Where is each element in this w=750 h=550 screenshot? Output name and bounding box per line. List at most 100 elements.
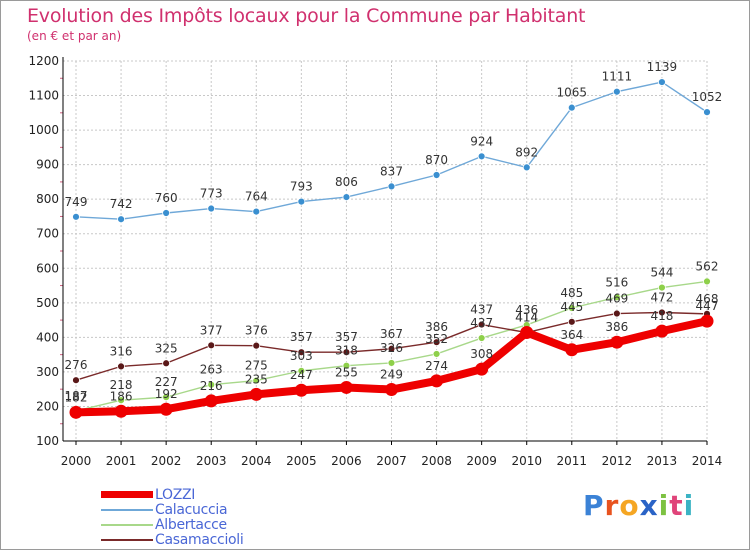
legend-item-lozzi: LOZZI: [101, 487, 243, 503]
data-label-lozzi: 247: [290, 368, 313, 382]
data-point-calacuccia: [477, 152, 486, 161]
x-tick-label: 2012: [602, 454, 633, 468]
y-tick-label: 1000: [28, 123, 59, 137]
data-label-casamaccioli: 316: [110, 344, 133, 358]
data-label-lozzi: 249: [380, 368, 403, 382]
data-label-casamaccioli: 445: [560, 300, 583, 314]
data-point-albertacce: [477, 334, 486, 342]
x-tick-label: 2003: [196, 454, 227, 468]
data-point-casamaccioli: [342, 348, 351, 357]
y-tick-label: 200: [36, 399, 59, 413]
data-label-lozzi: 192: [155, 387, 178, 401]
data-label-albertacce: 187: [65, 389, 88, 403]
legend-swatch-casamaccioli: [101, 538, 153, 541]
data-label-lozzi: 386: [605, 320, 628, 334]
data-point-albertacce: [387, 359, 396, 367]
data-point-casamaccioli: [162, 359, 171, 368]
x-tick-label: 2006: [331, 454, 362, 468]
data-label-albertacce: 227: [155, 375, 178, 389]
chart-subtitle: (en € et par an): [27, 29, 122, 43]
data-label-lozzi: 274: [425, 359, 448, 373]
data-point-lozzi: [430, 374, 444, 388]
data-point-lozzi: [385, 383, 398, 397]
data-label-lozzi: 182: [65, 390, 88, 404]
data-label-albertacce: 516: [605, 275, 628, 289]
x-tick-label: 2010: [511, 454, 542, 468]
data-label-albertacce: 562: [696, 259, 719, 273]
data-point-calacuccia: [432, 171, 441, 179]
data-point-albertacce: [117, 396, 125, 405]
legend-swatch-albertacce: [101, 523, 153, 526]
proxiti-logo: Proxiti: [583, 489, 694, 522]
data-point-lozzi: [610, 335, 624, 349]
data-label-lozzi: 216: [200, 379, 223, 393]
x-tick-label: 2004: [241, 454, 272, 468]
data-label-calacuccia: 806: [335, 175, 358, 189]
data-label-lozzi: 414: [515, 311, 538, 325]
x-tick-label: 2013: [647, 454, 678, 468]
data-point-lozzi: [69, 405, 83, 419]
data-label-casamaccioli: 437: [470, 303, 493, 317]
y-tick-label: 900: [36, 158, 59, 172]
y-tick-label: 1200: [28, 54, 59, 68]
y-tick-label: 700: [36, 227, 59, 241]
data-label-casamaccioli: 468: [696, 292, 719, 306]
x-tick-label: 2009: [466, 454, 497, 468]
logo-letter: o: [619, 489, 640, 522]
data-label-albertacce: 485: [560, 286, 583, 300]
data-point-albertacce: [162, 393, 171, 402]
y-tick-label: 100: [36, 434, 59, 448]
data-point-calacuccia: [117, 215, 125, 224]
data-label-albertacce: 275: [245, 359, 268, 373]
data-point-casamaccioli: [252, 341, 261, 350]
legend-label-albertacce: Albertacce: [155, 516, 227, 533]
legend-item-calacuccia: Calacuccia: [101, 502, 243, 518]
x-tick-label: 2011: [557, 454, 588, 468]
data-point-lozzi: [114, 404, 128, 418]
data-label-casamaccioli: 357: [290, 330, 313, 344]
logo-letter: P: [583, 489, 605, 522]
data-label-albertacce: 218: [110, 378, 133, 392]
data-label-albertacce: 352: [425, 332, 448, 346]
data-point-albertacce: [207, 380, 216, 389]
logo-letter: i: [683, 489, 695, 522]
data-point-casamaccioli: [387, 344, 396, 353]
data-label-lozzi: 186: [110, 389, 133, 403]
data-label-albertacce: 544: [650, 266, 673, 280]
data-point-albertacce: [612, 293, 621, 302]
data-point-casamaccioli: [207, 341, 216, 350]
data-label-calacuccia: 764: [245, 190, 268, 204]
x-tick-label: 2005: [286, 454, 317, 468]
data-point-lozzi: [700, 314, 714, 328]
x-tick-label: 2002: [151, 454, 182, 468]
data-label-albertacce: 318: [335, 344, 358, 358]
data-point-casamaccioli: [432, 338, 441, 347]
data-label-casamaccioli: 367: [380, 327, 403, 341]
data-point-albertacce: [252, 376, 261, 385]
data-label-casamaccioli: 376: [245, 324, 268, 338]
legend-label-casamaccioli: Casamaccioli: [155, 531, 244, 548]
logo-letter: r: [604, 489, 620, 522]
data-point-lozzi: [475, 362, 489, 376]
data-point-lozzi: [520, 326, 534, 340]
data-label-calacuccia: 870: [425, 153, 448, 167]
data-point-calacuccia: [387, 182, 396, 191]
data-point-casamaccioli: [117, 362, 125, 371]
data-label-casamaccioli: 414: [515, 311, 538, 325]
data-label-lozzi: 255: [335, 365, 358, 379]
data-point-calacuccia: [162, 209, 171, 217]
legend-item-casamaccioli: Casamaccioli: [101, 531, 244, 548]
chart-title: Evolution des Impôts locaux pour la Comm…: [27, 5, 586, 27]
data-label-albertacce: 326: [380, 341, 403, 355]
data-label-calacuccia: 1065: [557, 86, 588, 100]
data-point-lozzi: [159, 402, 173, 416]
data-point-calacuccia: [567, 103, 576, 112]
y-tick-label: 300: [36, 365, 59, 379]
data-point-albertacce: [297, 366, 306, 375]
y-tick-label: 400: [36, 330, 59, 344]
data-point-casamaccioli: [477, 320, 486, 329]
data-point-casamaccioli: [297, 348, 306, 357]
data-point-lozzi: [249, 387, 263, 401]
data-label-albertacce: 303: [290, 349, 313, 363]
